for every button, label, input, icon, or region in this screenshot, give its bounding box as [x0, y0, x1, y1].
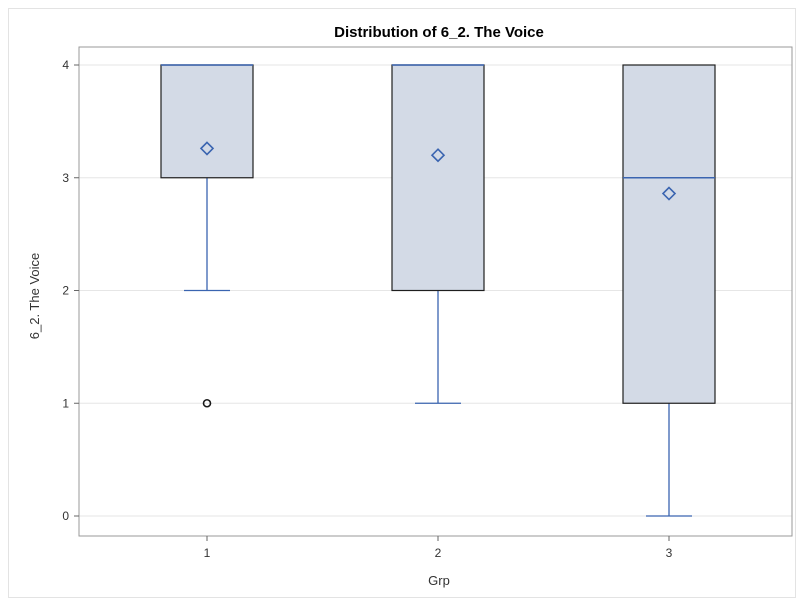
y-tick-label: 3 — [62, 171, 69, 185]
x-tick-label: 3 — [666, 546, 673, 560]
x-axis-label: Grp — [428, 573, 450, 588]
axes: 0 1 2 3 4 1 2 3 — [62, 58, 672, 560]
box-group-3 — [622, 64, 716, 517]
iqr-box — [622, 64, 716, 404]
y-tick-label: 4 — [62, 58, 69, 72]
chart-title: Distribution of 6_2. The Voice — [334, 24, 544, 41]
chart-frame: Distribution of 6_2. The Voice Grp 6_2. … — [8, 8, 796, 598]
x-tick-label: 1 — [204, 546, 211, 560]
box-plot-marks — [160, 64, 716, 517]
y-tick-label: 1 — [62, 396, 69, 410]
box-group-2 — [391, 64, 485, 404]
plot-area-border — [78, 46, 793, 537]
box-group-1 — [160, 64, 254, 408]
iqr-box — [391, 64, 485, 292]
mean-marker — [430, 148, 446, 163]
iqr-box — [160, 64, 254, 179]
mean-marker — [661, 186, 677, 201]
y-tick-label: 2 — [62, 284, 69, 298]
y-tick-label: 0 — [62, 509, 69, 523]
x-tick-label: 2 — [435, 546, 442, 560]
y-axis-label: 6_2. The Voice — [27, 253, 42, 340]
mean-marker — [199, 141, 215, 156]
box-plot-chart: Distribution of 6_2. The Voice Grp 6_2. … — [27, 24, 793, 588]
outlier-point — [202, 398, 212, 408]
